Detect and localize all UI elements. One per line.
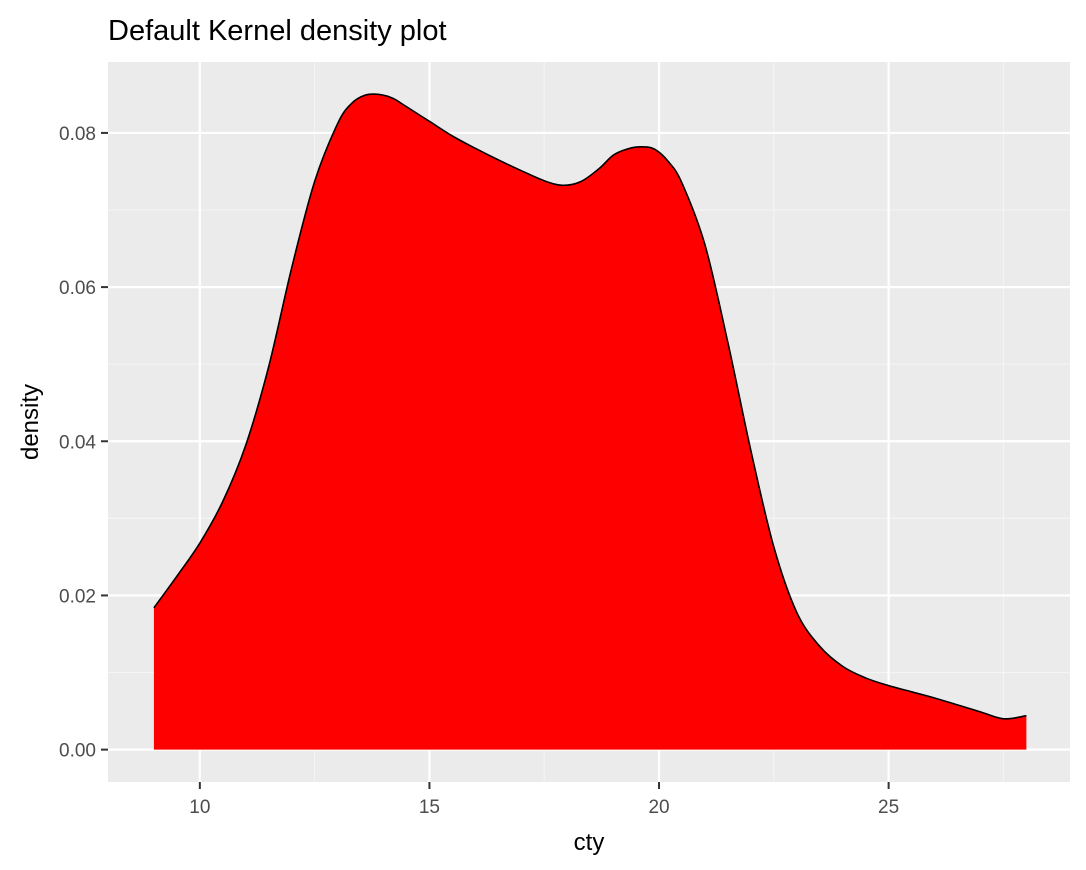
density-area-fill bbox=[153, 93, 1027, 750]
y-tick-label: 0.08 bbox=[59, 124, 96, 145]
x-axis-title: cty bbox=[574, 829, 605, 856]
x-axis: 10 15 20 25 bbox=[189, 782, 899, 818]
x-tick-label: 20 bbox=[648, 797, 669, 818]
x-tick-label: 10 bbox=[189, 797, 210, 818]
density-area-layer bbox=[153, 93, 1027, 750]
x-tick-label: 15 bbox=[419, 797, 440, 818]
x-tick-label: 25 bbox=[878, 797, 899, 818]
chart-title: Default Kernel density plot bbox=[108, 15, 447, 47]
y-tick-label: 0.02 bbox=[59, 586, 96, 607]
y-axis: 0.00 0.02 0.04 0.06 0.08 bbox=[59, 124, 108, 762]
y-axis-title: density bbox=[17, 384, 44, 460]
y-tick-label: 0.04 bbox=[59, 432, 96, 453]
density-curve-line bbox=[153, 93, 1027, 720]
y-tick-label: 0.00 bbox=[59, 741, 96, 762]
y-tick-label: 0.06 bbox=[59, 278, 96, 299]
